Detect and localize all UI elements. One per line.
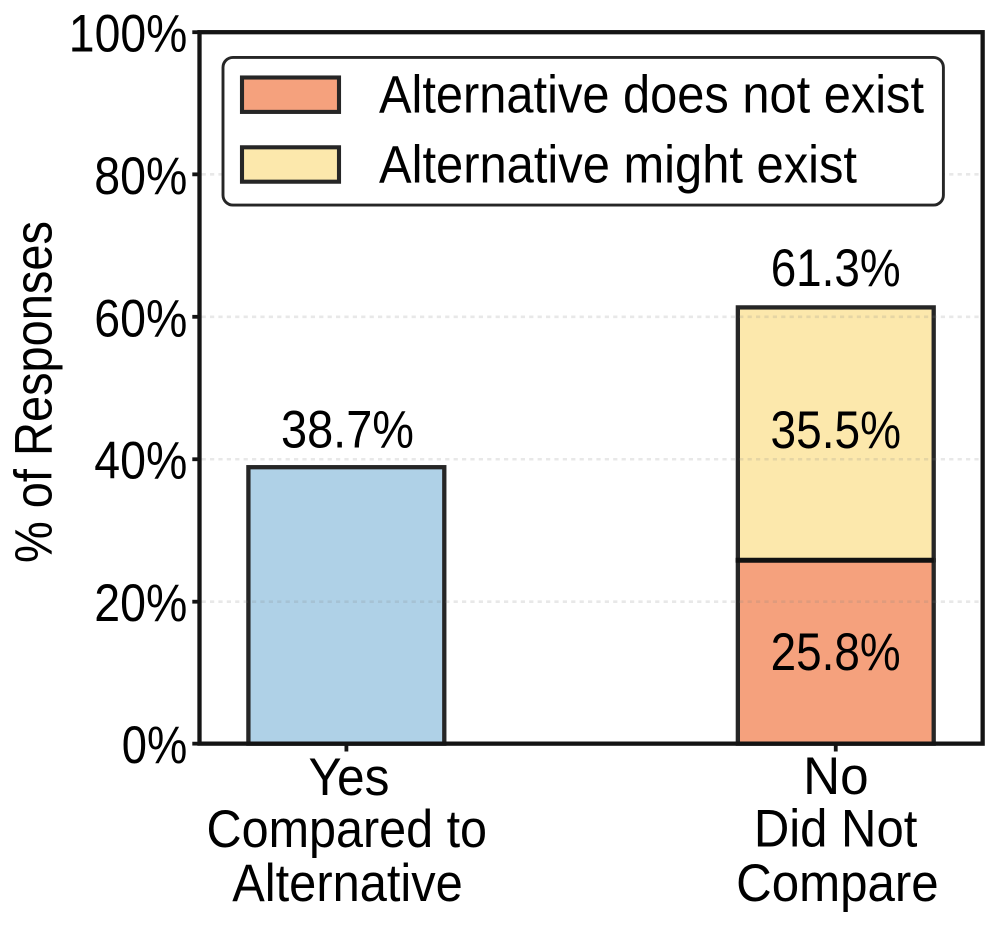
- svg-text:0%: 0%: [122, 716, 188, 775]
- svg-text:Did Not: Did Not: [754, 799, 918, 858]
- svg-text:Alternative might exist: Alternative might exist: [379, 136, 857, 195]
- svg-text:35.5%: 35.5%: [771, 401, 902, 460]
- svg-text:Alternative does not exist: Alternative does not exist: [379, 66, 924, 125]
- svg-text:61.3%: 61.3%: [771, 239, 901, 298]
- svg-text:38.7%: 38.7%: [281, 400, 414, 459]
- svg-text:60%: 60%: [94, 289, 187, 348]
- svg-text:80%: 80%: [94, 147, 187, 206]
- svg-text:20%: 20%: [94, 574, 187, 633]
- svg-text:No: No: [803, 747, 869, 806]
- svg-text:100%: 100%: [69, 5, 188, 64]
- svg-text:Compare: Compare: [736, 854, 939, 913]
- svg-text:Yes: Yes: [309, 748, 390, 807]
- svg-text:% of Responses: % of Responses: [5, 221, 64, 563]
- svg-text:25.8%: 25.8%: [771, 623, 901, 682]
- svg-text:Alternative: Alternative: [232, 854, 463, 913]
- svg-text:40%: 40%: [94, 432, 187, 491]
- svg-text:Compared to: Compared to: [207, 800, 488, 859]
